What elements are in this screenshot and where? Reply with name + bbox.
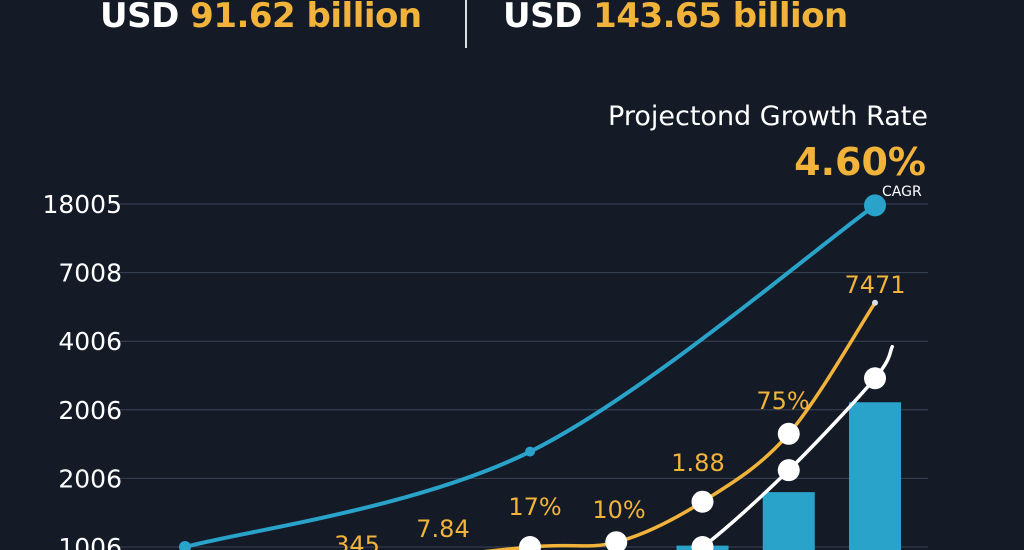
headline-left-amount: 91.62 billion: [190, 0, 422, 36]
orange-end-point: [872, 299, 878, 306]
data-label: 1.88: [671, 449, 724, 477]
headline-right-amount: 143.65 billion: [593, 0, 848, 36]
data-label: 7.84: [416, 515, 469, 543]
y-tick-label: 7008: [58, 259, 122, 288]
blue-point: [525, 446, 535, 457]
blue-point: [864, 194, 886, 217]
orange-point: [777, 422, 800, 445]
y-tick-label: 2006: [58, 396, 122, 425]
headline-divider: [465, 0, 467, 48]
y-tick-label: 2006: [58, 464, 122, 493]
series-line-orange: [483, 301, 877, 550]
data-label: 75%: [756, 387, 809, 415]
data-label: 17%: [508, 493, 561, 521]
y-tick-label: 4006: [58, 327, 122, 356]
y-tick-label: 18005: [42, 190, 122, 219]
orange-point: [519, 536, 541, 550]
headline-right-currency: USD: [503, 0, 582, 36]
bar: [849, 402, 901, 550]
headline-left-currency: USD: [100, 0, 179, 36]
data-label: 345: [334, 531, 380, 550]
data-label: 7471: [844, 271, 905, 299]
white-point: [777, 459, 800, 482]
white-point: [691, 536, 714, 550]
orange-point: [605, 531, 628, 550]
cagr-label: CAGR: [882, 184, 922, 200]
bar: [762, 492, 815, 550]
y-tick-label: 1006: [58, 533, 122, 550]
headline-right: USD 143.65 billion: [503, 0, 848, 40]
headline-left: USD 91.62 billion: [100, 0, 422, 40]
growth-rate-value: 4.60%: [794, 140, 926, 184]
white-point: [864, 367, 886, 390]
data-label: 10%: [592, 496, 645, 524]
growth-rate-label: Projectond Growth Rate: [608, 101, 928, 132]
blue-point: [179, 541, 191, 550]
orange-point: [691, 490, 714, 513]
